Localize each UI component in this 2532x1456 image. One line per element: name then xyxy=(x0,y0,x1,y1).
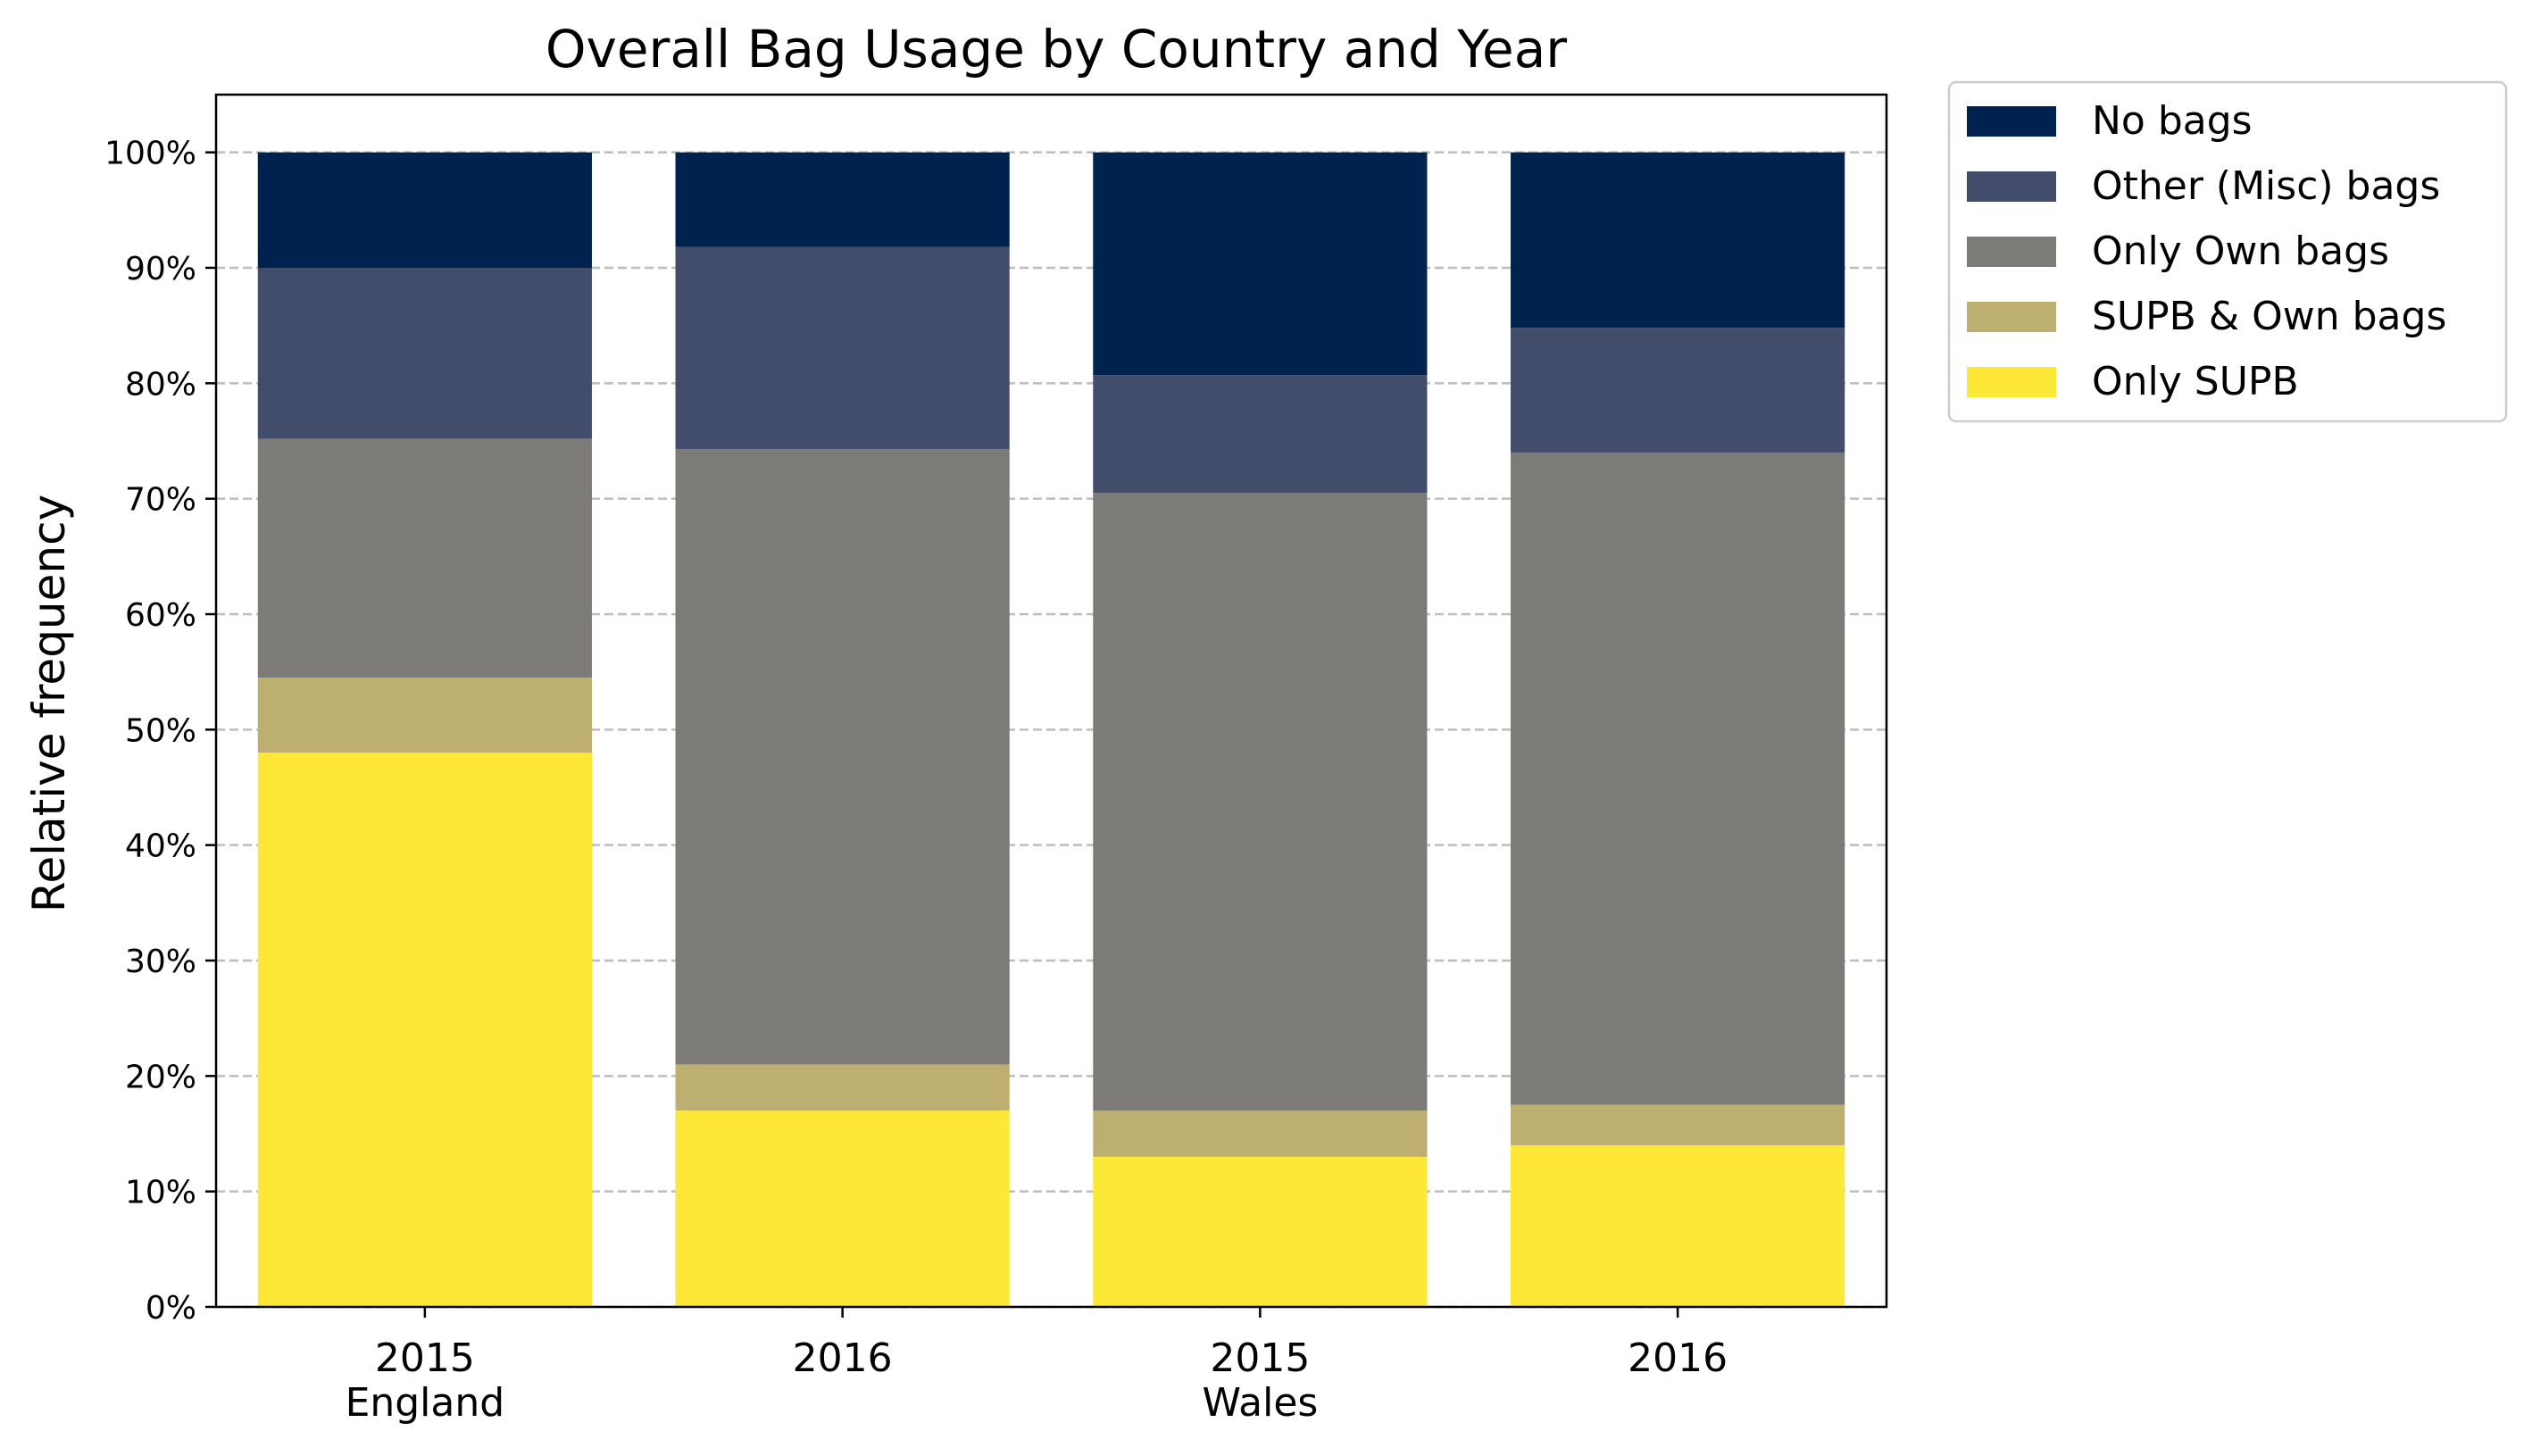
legend-swatch xyxy=(1967,237,2056,267)
x-tick-label: 2016 xyxy=(1628,1335,1728,1381)
bar-segment xyxy=(257,753,592,1307)
y-tick-label: 70% xyxy=(125,482,196,519)
x-tick-label: 2016 xyxy=(793,1335,893,1381)
axes: 0% 10% 20% 30% 40% 50% 60% 70% 80% 90% 100% 2015 201… xyxy=(104,93,1888,1426)
legend-box xyxy=(1947,80,2508,423)
bar-segment xyxy=(1093,152,1428,376)
y-tick-label: 100% xyxy=(104,136,196,172)
bar-segment xyxy=(675,1064,1010,1111)
bar-segment xyxy=(1511,152,1845,329)
legend-swatch xyxy=(1967,302,2056,332)
legend-label: SUPB & Own bags xyxy=(2092,294,2446,339)
bar-segment xyxy=(257,268,592,439)
bar-segment xyxy=(1511,1104,1845,1145)
legend-swatch xyxy=(1967,367,2056,397)
bar-segment xyxy=(1511,452,1845,1105)
bar-segment xyxy=(257,438,592,678)
legend-label: Only SUPB xyxy=(2092,359,2299,404)
bar-segment xyxy=(675,449,1010,1065)
x-group-label: Wales xyxy=(1202,1380,1318,1426)
y-tick-label: 60% xyxy=(125,597,196,634)
bar-segment xyxy=(1093,1111,1428,1157)
plot-frame xyxy=(214,93,1888,1309)
y-tick-label: 30% xyxy=(125,944,196,980)
legend-label: No bags xyxy=(2092,98,2253,144)
chart-title: Overall Bag Usage by Country and Year xyxy=(546,19,1567,79)
x-tick-label: 2015 xyxy=(375,1335,475,1381)
bar-segment xyxy=(675,152,1010,247)
bar-segment xyxy=(675,246,1010,450)
bar-segment xyxy=(1093,1156,1428,1307)
bar-segment xyxy=(1511,328,1845,453)
y-tick-label: 80% xyxy=(125,366,196,403)
bar-segment xyxy=(1093,493,1428,1111)
y-tick-label: 20% xyxy=(125,1059,196,1095)
y-tick-label: 40% xyxy=(125,828,196,865)
y-tick-label: 90% xyxy=(125,251,196,287)
x-group-label: England xyxy=(346,1380,505,1426)
bar-segment xyxy=(1511,1144,1845,1307)
legend: No bags Other (Misc) bags Only Own bags SUP… xyxy=(1947,80,2508,423)
y-tick-label: 50% xyxy=(125,712,196,749)
legend-label: Other (Misc) bags xyxy=(2092,163,2440,209)
y-tick-label: 10% xyxy=(125,1175,196,1211)
legend-label: Only Own bags xyxy=(2092,229,2389,274)
bar-segment xyxy=(1093,375,1428,494)
bars xyxy=(257,152,1845,1307)
y-tick-label: 0% xyxy=(146,1290,196,1327)
legend-swatch xyxy=(1967,171,2056,202)
y-axis-label: Relative frequency xyxy=(23,495,75,912)
bar-segment xyxy=(675,1111,1010,1307)
bar-segment xyxy=(257,152,592,268)
legend-swatch xyxy=(1967,106,2056,137)
bar-segment xyxy=(257,678,592,753)
x-tick-label: 2015 xyxy=(1210,1335,1310,1381)
